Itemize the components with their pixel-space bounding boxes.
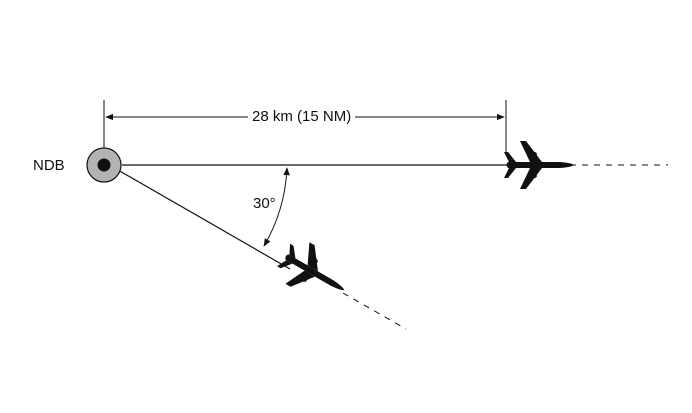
ndb-label: NDB (33, 157, 65, 174)
aircraft-icon (271, 234, 357, 311)
angle-arc (263, 167, 290, 247)
angle-label: 30° (253, 195, 276, 212)
ndb-station-icon (86, 147, 122, 183)
distance-label: 28 km (15 NM) (248, 109, 356, 124)
aircraft-icon (504, 141, 574, 189)
radial-line-angled-dashed (342, 292, 407, 330)
radial-line-angled (117, 169, 291, 270)
